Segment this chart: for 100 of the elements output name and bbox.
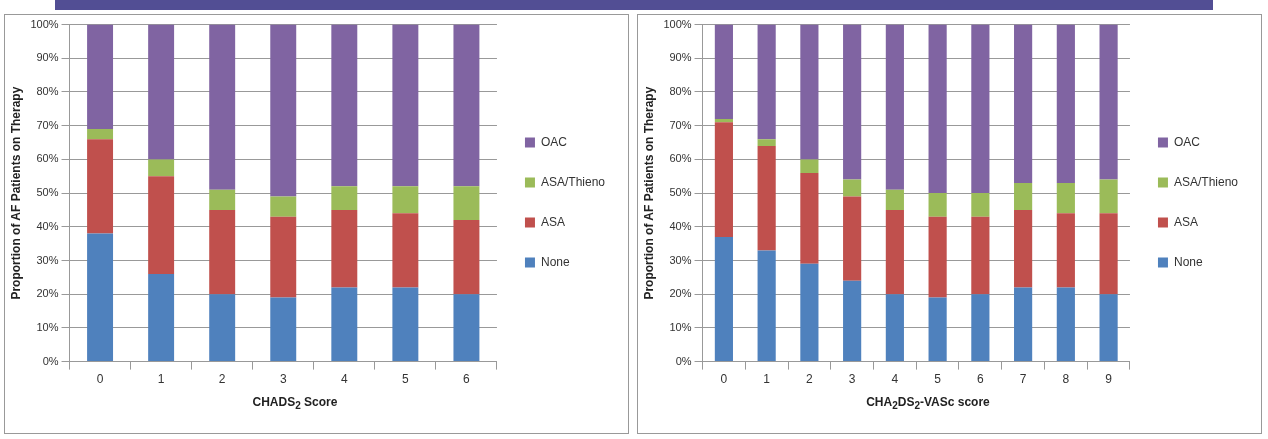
legend-label: None bbox=[1173, 254, 1203, 269]
x-tick-label: 9 bbox=[1105, 372, 1113, 387]
bar bbox=[757, 24, 776, 140]
bar bbox=[392, 287, 419, 362]
bar bbox=[971, 24, 990, 194]
bar bbox=[453, 24, 480, 187]
bar bbox=[331, 287, 358, 362]
y-tick-label: 90% bbox=[36, 51, 59, 64]
bar bbox=[885, 189, 904, 210]
bar bbox=[800, 263, 819, 362]
bar bbox=[757, 145, 776, 251]
bar bbox=[928, 24, 947, 194]
bar bbox=[1014, 287, 1033, 362]
y-tick-label: 20% bbox=[36, 287, 59, 300]
bar bbox=[209, 189, 236, 210]
bar bbox=[971, 193, 990, 217]
bar bbox=[1056, 213, 1075, 288]
y-tick-label: 80% bbox=[669, 85, 692, 98]
bar bbox=[148, 273, 175, 362]
bar bbox=[87, 129, 114, 140]
bar bbox=[331, 24, 358, 187]
y-tick-label: 40% bbox=[669, 219, 692, 232]
bar bbox=[209, 294, 236, 362]
bar bbox=[148, 176, 175, 274]
bar bbox=[209, 24, 236, 190]
y-tick-label: 20% bbox=[669, 287, 692, 300]
y-tick-label: 70% bbox=[36, 118, 59, 131]
bar bbox=[928, 193, 947, 217]
bar bbox=[714, 24, 733, 119]
bar bbox=[843, 196, 862, 281]
x-axis-title: CHADS$_{2}$ Score bbox=[251, 395, 339, 412]
x-tick-label: 0 bbox=[96, 372, 104, 387]
x-tick-label: 4 bbox=[340, 372, 348, 387]
bar bbox=[928, 216, 947, 298]
bar bbox=[453, 220, 480, 295]
y-axis-title: Proportion of AF Patients on Therapy bbox=[8, 86, 23, 300]
y-tick-label: 70% bbox=[669, 118, 692, 131]
bar bbox=[87, 139, 114, 234]
bar bbox=[331, 209, 358, 288]
bar bbox=[800, 24, 819, 160]
bar bbox=[757, 250, 776, 362]
x-tick-label: 7 bbox=[1019, 372, 1027, 387]
y-tick-label: 80% bbox=[36, 85, 59, 98]
legend-label: ASA bbox=[540, 214, 565, 229]
x-tick-label: 5 bbox=[934, 372, 942, 387]
y-tick-label: 50% bbox=[669, 186, 692, 199]
bar bbox=[209, 209, 236, 295]
legend-label: OAC bbox=[540, 134, 568, 149]
bar bbox=[885, 294, 904, 362]
x-tick-label: 1 bbox=[763, 372, 771, 387]
bar bbox=[885, 24, 904, 190]
y-axis-title: Proportion of AF Patients on Therapy bbox=[641, 86, 656, 300]
bar bbox=[270, 216, 297, 298]
legend-label: ASA/Thieno bbox=[540, 174, 606, 189]
x-tick-label: 8 bbox=[1062, 372, 1070, 387]
legend-label: ASA/Thieno bbox=[1173, 174, 1239, 189]
bar bbox=[1056, 24, 1075, 183]
y-tick-label: 50% bbox=[36, 186, 59, 199]
bar bbox=[800, 172, 819, 264]
x-axis-title: CHA$_{2}$DS$_{2}$-VASc score bbox=[865, 395, 991, 412]
bar bbox=[1014, 24, 1033, 183]
y-tick-label: 30% bbox=[669, 253, 692, 266]
bar bbox=[270, 297, 297, 362]
y-tick-label: 100% bbox=[30, 17, 59, 30]
x-tick-label: 3 bbox=[848, 372, 856, 387]
x-tick-label: 3 bbox=[279, 372, 287, 387]
bar bbox=[1014, 182, 1033, 210]
bar bbox=[1014, 209, 1033, 288]
bar bbox=[1099, 24, 1118, 180]
bar bbox=[87, 24, 114, 130]
x-tick-label: 1 bbox=[157, 372, 165, 387]
bar bbox=[1056, 182, 1075, 214]
bar bbox=[87, 233, 114, 362]
bar bbox=[885, 209, 904, 295]
bar bbox=[971, 216, 990, 295]
y-tick-label: 30% bbox=[36, 253, 59, 266]
y-tick-label: 10% bbox=[669, 320, 692, 333]
bar bbox=[1099, 213, 1118, 295]
y-tick-label: 40% bbox=[36, 219, 59, 232]
y-tick-label: 90% bbox=[669, 51, 692, 64]
y-tick-label: 60% bbox=[669, 152, 692, 165]
y-tick-label: 0% bbox=[675, 354, 692, 367]
x-tick-label: 6 bbox=[977, 372, 985, 387]
bar bbox=[148, 24, 175, 160]
bar bbox=[148, 159, 175, 177]
bar bbox=[714, 236, 733, 362]
bar bbox=[971, 294, 990, 362]
bar bbox=[270, 196, 297, 217]
bar bbox=[757, 139, 776, 146]
bar bbox=[1056, 287, 1075, 362]
bar bbox=[270, 24, 297, 197]
bar bbox=[843, 24, 862, 180]
bar bbox=[453, 186, 480, 221]
y-tick-label: 10% bbox=[36, 320, 59, 333]
bar bbox=[1099, 294, 1118, 362]
bar bbox=[928, 297, 947, 362]
x-tick-label: 0 bbox=[720, 372, 728, 387]
legend-label: ASA bbox=[1173, 214, 1198, 229]
bar bbox=[843, 179, 862, 197]
legend-label: OAC bbox=[1173, 134, 1201, 149]
